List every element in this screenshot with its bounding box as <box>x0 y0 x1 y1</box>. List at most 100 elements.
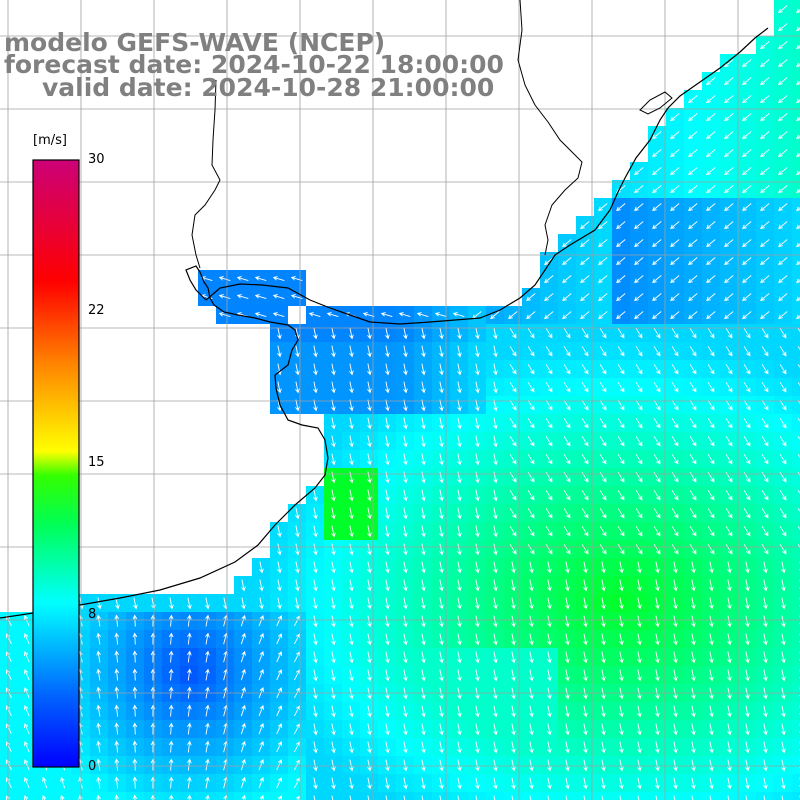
wind-arrow <box>23 705 30 717</box>
wind-arrow <box>457 651 462 664</box>
wind-arrow <box>258 759 264 771</box>
wind-arrow <box>724 203 734 212</box>
wind-arrow <box>168 614 174 627</box>
wind-arrow <box>421 615 426 628</box>
wind-arrow <box>385 741 390 754</box>
wind-arrow <box>796 116 800 122</box>
wind-arrow <box>276 759 283 771</box>
wind-arrow <box>745 561 750 574</box>
wind-arrow <box>727 705 732 718</box>
wind-arrow <box>671 346 679 357</box>
wind-arrow <box>635 436 643 447</box>
wind-arrow <box>545 526 553 537</box>
wind-cell <box>792 360 800 378</box>
wind-arrow <box>707 328 715 339</box>
wind-arrow <box>529 633 534 646</box>
wind-arrow <box>745 723 750 736</box>
wind-cell <box>792 576 800 594</box>
wind-arrow <box>475 633 480 646</box>
wind-arrow <box>760 77 770 86</box>
wind-arrow <box>760 311 770 320</box>
wind-arrow <box>580 239 590 248</box>
wind-arrow <box>796 170 800 176</box>
wind-arrow <box>637 561 642 574</box>
wind-arrow <box>133 597 138 610</box>
wind-arrow <box>797 382 800 387</box>
wind-arrow <box>168 668 174 681</box>
wind-arrow <box>205 704 210 717</box>
wind-arrow <box>403 561 408 574</box>
wind-arrow <box>671 454 679 465</box>
wind-arrow <box>598 203 608 212</box>
wind-arrow <box>349 543 354 556</box>
wind-arrow <box>529 741 534 754</box>
wind-arrow <box>475 723 480 736</box>
wind-arrow <box>545 328 553 339</box>
wind-arrow <box>168 758 174 771</box>
wind-arrow <box>797 508 800 513</box>
wind-arrow <box>509 454 517 465</box>
wind-arrow <box>544 275 554 284</box>
wind-arrow <box>475 453 480 466</box>
wind-arrow <box>349 507 354 520</box>
wind-arrow <box>673 705 678 718</box>
wind-cell <box>360 792 378 800</box>
wind-arrow <box>709 561 714 574</box>
wind-arrow <box>331 633 336 646</box>
wind-arrow <box>331 435 336 448</box>
wind-arrow <box>565 651 570 664</box>
wind-arrow <box>313 615 318 628</box>
wind-arrow <box>421 417 426 430</box>
wind-arrow <box>132 632 138 645</box>
wind-arrow <box>529 669 534 682</box>
wind-arrow <box>761 400 769 411</box>
wind-arrow <box>616 203 626 212</box>
wind-arrow <box>671 382 679 393</box>
wind-cell <box>486 792 504 800</box>
wind-arrow <box>367 597 372 610</box>
wind-arrow <box>563 526 571 537</box>
wind-arrow <box>655 579 660 592</box>
wind-arrow <box>563 382 571 393</box>
wind-arrow <box>706 257 716 266</box>
wind-arrow <box>509 328 517 339</box>
wind-arrow <box>493 471 498 484</box>
river-border <box>191 79 221 269</box>
wind-arrow <box>439 381 444 394</box>
wind-arrow <box>421 777 426 790</box>
wind-arrow <box>132 758 138 771</box>
wind-arrow <box>421 435 426 448</box>
wind-arrow <box>295 561 300 574</box>
wind-arrow <box>781 723 786 736</box>
wind-arrow <box>635 346 643 357</box>
wind-arrow <box>688 113 698 122</box>
wind-arrow <box>745 759 750 772</box>
wind-arrow <box>545 436 553 447</box>
wind-arrow <box>709 633 714 646</box>
wind-arrow <box>527 328 535 339</box>
wind-arrow <box>475 507 480 520</box>
wind-arrow <box>725 490 733 501</box>
wind-arrow <box>313 741 318 754</box>
wind-arrow <box>403 651 408 664</box>
wind-arrow <box>527 346 535 357</box>
wind-arrow <box>689 382 697 393</box>
wind-arrow <box>743 400 751 411</box>
wind-arrow <box>439 525 444 538</box>
wind-arrow <box>398 312 411 318</box>
wind-arrow <box>403 615 408 628</box>
wind-arrow <box>673 777 678 790</box>
wind-arrow <box>745 615 750 628</box>
wind-arrow <box>655 669 660 682</box>
wind-arrow <box>616 239 626 248</box>
wind-arrow <box>637 759 642 772</box>
wind-arrow <box>724 131 734 140</box>
wind-arrow <box>439 723 444 736</box>
wind-arrow <box>331 723 336 736</box>
wind-arrow <box>563 328 571 339</box>
wind-arrow <box>778 221 788 230</box>
wind-arrow <box>689 346 697 357</box>
wind-arrow <box>385 471 390 484</box>
wind-arrow <box>655 561 660 574</box>
wind-arrow <box>511 741 516 754</box>
